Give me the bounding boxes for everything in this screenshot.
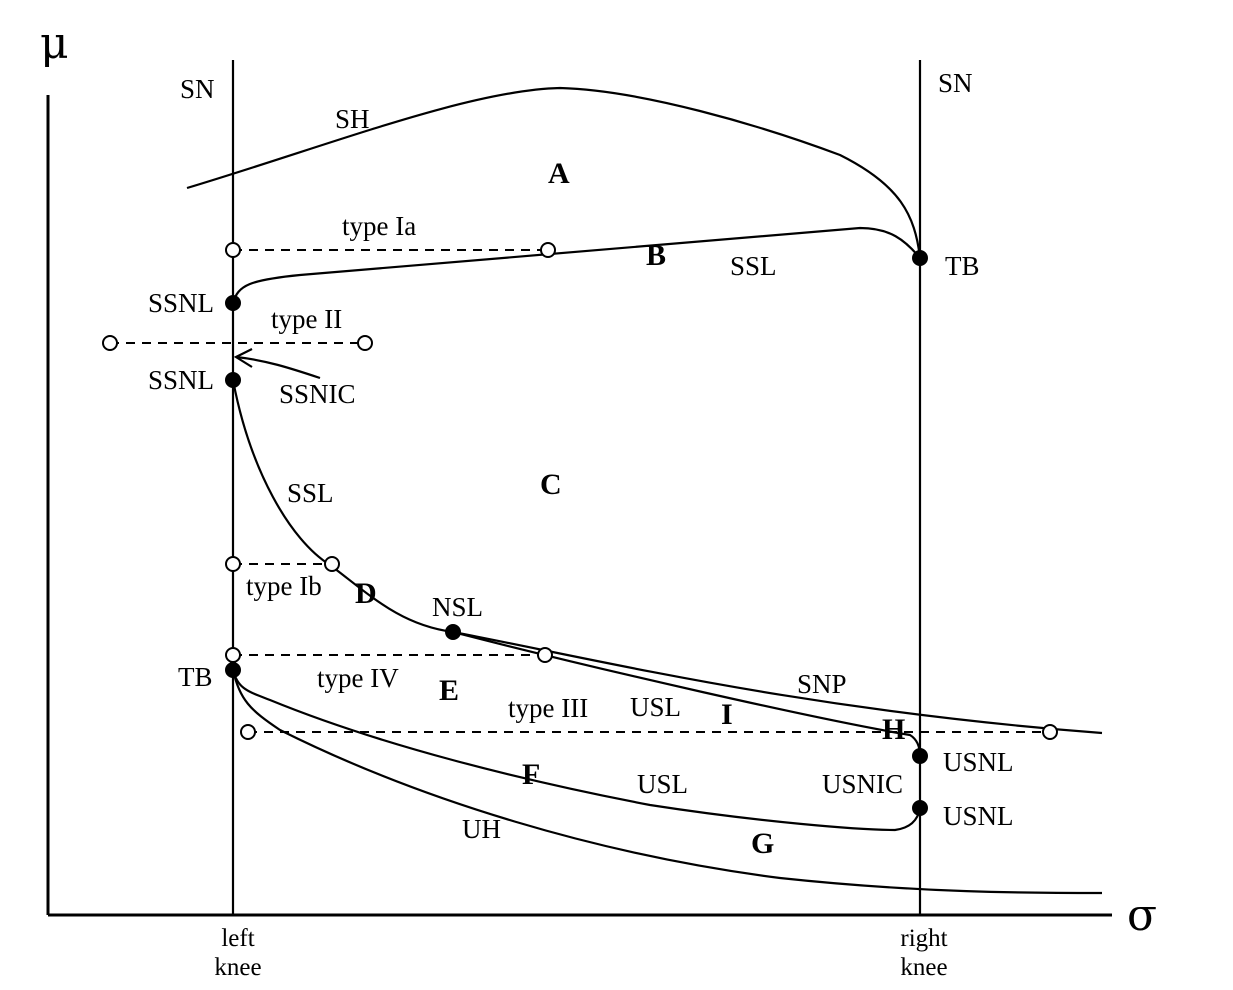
ssnl-upper-point — [225, 295, 241, 311]
open-point — [225, 647, 241, 663]
label-nsl: NSL — [432, 592, 483, 622]
left-knee-line1: left — [221, 925, 254, 952]
label-ssl-upper: SSL — [730, 251, 777, 281]
open-point — [102, 335, 118, 351]
label-tb-right: TB — [945, 251, 980, 281]
region-b: B — [646, 239, 666, 272]
label-tb-left: TB — [178, 662, 213, 692]
usl-lower-curve — [231, 669, 922, 832]
label-ssnl-lower: SSNL — [148, 365, 214, 395]
label-usnl-lower: USNL — [943, 801, 1014, 831]
region-e: E — [439, 674, 459, 707]
ssnic-arrow-line — [235, 355, 321, 380]
label-usnic: USNIC — [822, 769, 903, 799]
ssl-upper-curve — [231, 226, 921, 304]
label-snp: SNP — [797, 669, 847, 699]
label-sn-left: SN — [180, 74, 215, 104]
ssnic-arrow-head — [233, 348, 253, 368]
open-point — [537, 647, 553, 663]
label-ssnl-upper: SSNL — [148, 288, 214, 318]
label-usnl-upper: USNL — [943, 747, 1014, 777]
tb-right-point — [912, 250, 928, 266]
label-uh: UH — [462, 814, 501, 844]
label-sh: SH — [335, 104, 370, 134]
usnl-upper-point — [912, 748, 928, 764]
right-knee-line2: knee — [900, 954, 947, 981]
label-type-ii: type II — [271, 304, 342, 334]
left-knee-line2: knee — [214, 954, 261, 981]
open-point — [1042, 724, 1058, 740]
label-type-ib: type Ib — [246, 571, 322, 601]
open-point — [324, 556, 340, 572]
region-f: F — [522, 758, 540, 791]
region-h: H — [882, 713, 905, 746]
region-i: I — [721, 698, 733, 731]
region-a: A — [548, 157, 570, 190]
y-axis-symbol: μ — [40, 18, 69, 69]
open-point — [357, 335, 373, 351]
ssnl-lower-point — [225, 372, 241, 388]
region-g: G — [751, 827, 774, 860]
sh-curve — [186, 86, 922, 259]
label-ssnic: SSNIC — [279, 379, 356, 409]
label-sn-right: SN — [938, 68, 973, 98]
tb-left-point — [225, 662, 241, 678]
open-point — [540, 242, 556, 258]
uh-curve — [231, 669, 1103, 895]
label-ssl-lower: SSL — [287, 478, 334, 508]
region-d: D — [355, 577, 377, 610]
region-c: C — [540, 468, 562, 501]
right-knee-line1: right — [900, 925, 947, 952]
open-point — [225, 242, 241, 258]
nsl-point — [445, 624, 461, 640]
label-type-ia: type Ia — [342, 211, 416, 241]
label-type-iii: type III — [508, 693, 588, 723]
x-axis-symbol: σ — [1127, 890, 1157, 941]
label-usl-lower: USL — [637, 769, 688, 799]
usnl-lower-point — [912, 800, 928, 816]
open-point — [225, 556, 241, 572]
label-usl-upper: USL — [630, 692, 681, 722]
snp-curve — [452, 630, 1103, 735]
label-type-iv: type IV — [317, 663, 399, 693]
usl-upper-curve — [452, 630, 922, 757]
open-point — [240, 724, 256, 740]
